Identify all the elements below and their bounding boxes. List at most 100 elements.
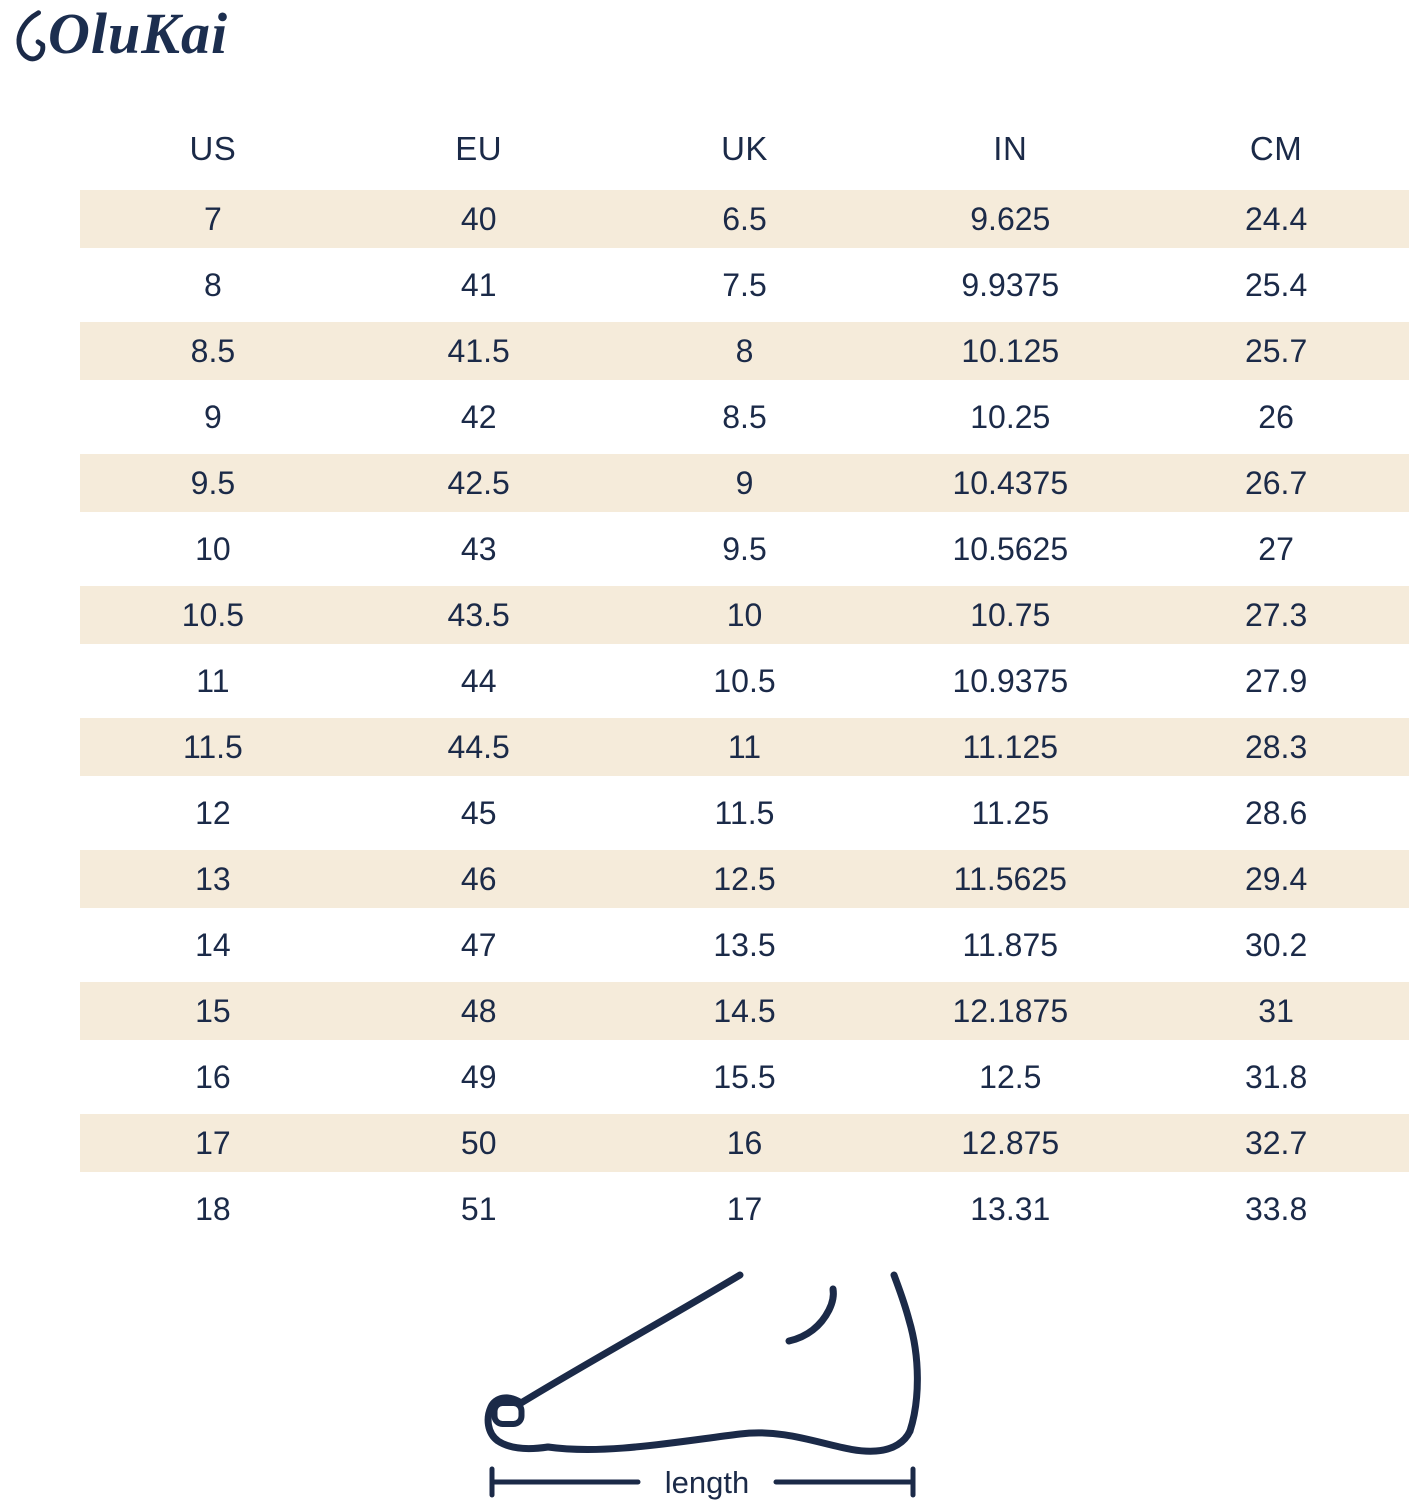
size-cell: 41.5 xyxy=(345,318,612,384)
table-row: 11.5 44.5 11 11.125 28.3 xyxy=(80,714,1409,780)
size-cell: 8.5 xyxy=(80,318,346,384)
foot-measurement-diagram: length xyxy=(420,1242,1020,1500)
size-cell: 9 xyxy=(204,398,222,435)
size-cell: 49 xyxy=(460,1058,497,1095)
size-cell: 31.8 xyxy=(1244,1058,1308,1095)
size-cell: 26 xyxy=(1258,398,1294,435)
size-cell: 42.5 xyxy=(345,450,612,516)
size-cell: 7 xyxy=(80,186,346,252)
size-cell: 13.5 xyxy=(713,926,776,963)
size-cell: 10.9375 xyxy=(952,662,1069,699)
size-cell: 8 xyxy=(611,318,878,384)
size-cell: 27 xyxy=(1258,530,1294,567)
size-cell: 48 xyxy=(345,978,612,1044)
table-row: 8 41 7.5 9.9375 25.4 xyxy=(80,252,1409,318)
table-row: 18 51 17 13.31 33.8 xyxy=(80,1176,1409,1242)
brand-name: OluKai xyxy=(48,1,229,66)
column-header-us: US xyxy=(189,130,237,167)
size-cell: 41 xyxy=(460,266,497,303)
size-cell: 9.625 xyxy=(877,186,1144,252)
size-cell: 11.5 xyxy=(714,794,775,831)
table-row: 8.5 41.5 8 10.125 25.7 xyxy=(80,318,1409,384)
size-cell: 42 xyxy=(460,398,497,435)
size-cell: 27.9 xyxy=(1244,662,1308,699)
size-cell: 7.5 xyxy=(722,266,767,303)
size-cell: 25.7 xyxy=(1143,318,1409,384)
table-row: 14 47 13.5 11.875 30.2 xyxy=(80,912,1409,978)
size-cell: 40 xyxy=(345,186,612,252)
size-cell: 14.5 xyxy=(611,978,878,1044)
size-cell: 10.125 xyxy=(877,318,1144,384)
size-cell: 44.5 xyxy=(345,714,612,780)
size-cell: 24.4 xyxy=(1143,186,1409,252)
column-header-uk: UK xyxy=(721,130,768,167)
size-cell: 13 xyxy=(80,846,346,912)
size-cell: 11.125 xyxy=(877,714,1144,780)
size-conversion-table: US EU UK IN CM 7 40 6.5 9.625 24.4 8 41 … xyxy=(80,112,1409,1242)
size-cell: 12.1875 xyxy=(877,978,1144,1044)
column-header-eu: EU xyxy=(455,130,503,167)
size-cell: 12.5 xyxy=(979,1058,1042,1095)
table-row: 9 42 8.5 10.25 26 xyxy=(80,384,1409,450)
size-cell: 25.4 xyxy=(1244,266,1308,303)
table-row: 15 48 14.5 12.1875 31 xyxy=(80,978,1409,1044)
size-cell: 12.875 xyxy=(877,1110,1144,1176)
size-cell: 28.3 xyxy=(1143,714,1409,780)
table-row: 16 49 15.5 12.5 31.8 xyxy=(80,1044,1409,1110)
table-row: 10 43 9.5 10.5625 27 xyxy=(80,516,1409,582)
size-cell: 15 xyxy=(80,978,346,1044)
size-cell: 15.5 xyxy=(713,1058,776,1095)
size-cell: 8.5 xyxy=(722,398,767,435)
size-cell: 43.5 xyxy=(345,582,612,648)
size-cell: 46 xyxy=(345,846,612,912)
size-cell: 9.9375 xyxy=(961,266,1060,303)
size-cell: 10.5 xyxy=(713,662,776,699)
size-cell: 14 xyxy=(195,926,231,963)
size-cell: 29.4 xyxy=(1143,846,1409,912)
brand-logo: OluKai xyxy=(10,1,229,66)
size-cell: 6.5 xyxy=(611,186,878,252)
size-cell: 50 xyxy=(345,1110,612,1176)
size-cell: 11 xyxy=(611,714,878,780)
size-cell: 31 xyxy=(1143,978,1409,1044)
size-cell: 27.3 xyxy=(1143,582,1409,648)
size-cell: 12.5 xyxy=(611,846,878,912)
length-label: length xyxy=(665,1465,749,1500)
size-cell: 45 xyxy=(460,794,497,831)
table-row: 9.5 42.5 9 10.4375 26.7 xyxy=(80,450,1409,516)
size-cell: 44 xyxy=(460,662,497,699)
size-cell: 28.6 xyxy=(1244,794,1308,831)
size-cell: 11 xyxy=(196,662,230,699)
header-row: US EU UK IN CM xyxy=(80,112,1409,186)
size-cell: 10.4375 xyxy=(877,450,1144,516)
table-row: 10.5 43.5 10 10.75 27.3 xyxy=(80,582,1409,648)
size-cell: 9 xyxy=(611,450,878,516)
size-cell: 18 xyxy=(195,1190,231,1227)
size-cell: 10.25 xyxy=(970,398,1051,435)
column-header-in: IN xyxy=(993,130,1028,167)
size-cell: 10.5625 xyxy=(952,530,1069,567)
size-cell: 30.2 xyxy=(1244,926,1308,963)
size-cell: 10.75 xyxy=(877,582,1144,648)
size-cell: 11.875 xyxy=(962,926,1059,963)
size-cell: 9.5 xyxy=(722,530,767,567)
table-row: 17 50 16 12.875 32.7 xyxy=(80,1110,1409,1176)
size-cell: 11.25 xyxy=(971,794,1050,831)
table-row: 12 45 11.5 11.25 28.6 xyxy=(80,780,1409,846)
length-measure-line xyxy=(489,1466,916,1498)
column-header-cm: CM xyxy=(1249,130,1303,167)
size-cell: 26.7 xyxy=(1143,450,1409,516)
size-cell: 51 xyxy=(460,1190,497,1227)
foot-outline-icon xyxy=(484,1271,921,1455)
size-cell: 17 xyxy=(726,1190,763,1227)
size-cell: 43 xyxy=(460,530,497,567)
fishhook-icon xyxy=(16,10,46,62)
size-cell: 10 xyxy=(611,582,878,648)
size-cell: 33.8 xyxy=(1244,1190,1308,1227)
size-cell: 17 xyxy=(80,1110,346,1176)
size-cell: 9.5 xyxy=(80,450,346,516)
size-cell: 11.5625 xyxy=(877,846,1144,912)
table-row: 13 46 12.5 11.5625 29.4 xyxy=(80,846,1409,912)
table-row: 7 40 6.5 9.625 24.4 xyxy=(80,186,1409,252)
